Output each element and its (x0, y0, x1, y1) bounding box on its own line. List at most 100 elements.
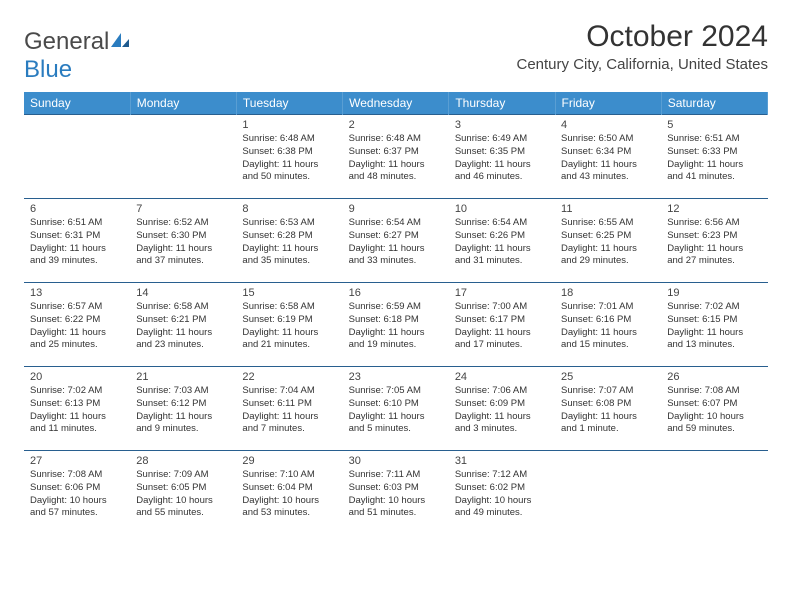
sunset-text: Sunset: 6:10 PM (349, 398, 443, 411)
day-info: Sunrise: 7:08 AMSunset: 6:07 PMDaylight:… (667, 385, 761, 436)
calendar-day-cell: 21Sunrise: 7:03 AMSunset: 6:12 PMDayligh… (130, 367, 236, 451)
daylight-text-1: Daylight: 11 hours (561, 159, 655, 172)
sunrise-text: Sunrise: 6:57 AM (30, 301, 124, 314)
day-info: Sunrise: 6:48 AMSunset: 6:37 PMDaylight:… (349, 133, 443, 184)
sunset-text: Sunset: 6:03 PM (349, 482, 443, 495)
day-info: Sunrise: 6:55 AMSunset: 6:25 PMDaylight:… (561, 217, 655, 268)
day-info: Sunrise: 6:50 AMSunset: 6:34 PMDaylight:… (561, 133, 655, 184)
calendar-day-cell: 4Sunrise: 6:50 AMSunset: 6:34 PMDaylight… (555, 115, 661, 199)
sunset-text: Sunset: 6:05 PM (136, 482, 230, 495)
day-info: Sunrise: 6:52 AMSunset: 6:30 PMDaylight:… (136, 217, 230, 268)
day-number: 29 (242, 455, 336, 467)
calendar-body: 1Sunrise: 6:48 AMSunset: 6:38 PMDaylight… (24, 115, 768, 535)
logo-word1: General (24, 28, 109, 55)
daylight-text-1: Daylight: 11 hours (242, 411, 336, 424)
sunrise-text: Sunrise: 7:10 AM (242, 469, 336, 482)
daylight-text-1: Daylight: 11 hours (667, 243, 761, 256)
daylight-text-2: and 33 minutes. (349, 255, 443, 268)
daylight-text-2: and 3 minutes. (455, 423, 549, 436)
day-number: 3 (455, 119, 549, 131)
day-number: 8 (242, 203, 336, 215)
day-number: 31 (455, 455, 549, 467)
daylight-text-2: and 9 minutes. (136, 423, 230, 436)
day-info: Sunrise: 7:12 AMSunset: 6:02 PMDaylight:… (455, 469, 549, 520)
day-info: Sunrise: 7:05 AMSunset: 6:10 PMDaylight:… (349, 385, 443, 436)
day-info: Sunrise: 7:08 AMSunset: 6:06 PMDaylight:… (30, 469, 124, 520)
daylight-text-1: Daylight: 11 hours (561, 411, 655, 424)
sunset-text: Sunset: 6:30 PM (136, 230, 230, 243)
day-number: 25 (561, 371, 655, 383)
calendar-header-row: SundayMondayTuesdayWednesdayThursdayFrid… (24, 92, 768, 115)
calendar-day-cell: 9Sunrise: 6:54 AMSunset: 6:27 PMDaylight… (343, 199, 449, 283)
day-number: 21 (136, 371, 230, 383)
calendar-day-cell: 12Sunrise: 6:56 AMSunset: 6:23 PMDayligh… (661, 199, 767, 283)
day-info: Sunrise: 7:11 AMSunset: 6:03 PMDaylight:… (349, 469, 443, 520)
daylight-text-2: and 7 minutes. (242, 423, 336, 436)
day-number: 1 (242, 119, 336, 131)
day-number: 17 (455, 287, 549, 299)
day-info: Sunrise: 6:53 AMSunset: 6:28 PMDaylight:… (242, 217, 336, 268)
day-number: 18 (561, 287, 655, 299)
sunset-text: Sunset: 6:34 PM (561, 146, 655, 159)
sunrise-text: Sunrise: 7:07 AM (561, 385, 655, 398)
day-info: Sunrise: 7:07 AMSunset: 6:08 PMDaylight:… (561, 385, 655, 436)
daylight-text-1: Daylight: 11 hours (455, 243, 549, 256)
sunrise-text: Sunrise: 7:02 AM (667, 301, 761, 314)
sunrise-text: Sunrise: 7:09 AM (136, 469, 230, 482)
calendar-day-cell: 31 Sunrise: 7:12 AMSunset: 6:02 PMDayligh… (449, 451, 555, 535)
weekday-header: Monday (130, 92, 236, 115)
daylight-text-2: and 43 minutes. (561, 171, 655, 184)
sunset-text: Sunset: 6:23 PM (667, 230, 761, 243)
day-info: Sunrise: 6:51 AMSunset: 6:33 PMDaylight:… (667, 133, 761, 184)
daylight-text-2: and 35 minutes. (242, 255, 336, 268)
sunset-text: Sunset: 6:09 PM (455, 398, 549, 411)
month-title: October 2024 (517, 20, 769, 54)
day-info: Sunrise: 7:09 AMSunset: 6:05 PMDaylight:… (136, 469, 230, 520)
day-info: Sunrise: 7:06 AMSunset: 6:09 PMDaylight:… (455, 385, 549, 436)
day-info: Sunrise: 6:59 AMSunset: 6:18 PMDaylight:… (349, 301, 443, 352)
calendar-empty-cell (130, 115, 236, 199)
sunrise-text: Sunrise: 6:49 AM (455, 133, 549, 146)
calendar-day-cell: 2Sunrise: 6:48 AMSunset: 6:37 PMDaylight… (343, 115, 449, 199)
weekday-header: Wednesday (343, 92, 449, 115)
daylight-text-1: Daylight: 11 hours (455, 411, 549, 424)
daylight-text-2: and 53 minutes. (242, 507, 336, 520)
calendar-day-cell: 28Sunrise: 7:09 AMSunset: 6:05 PMDayligh… (130, 451, 236, 535)
calendar-day-cell: 15Sunrise: 6:58 AMSunset: 6:19 PMDayligh… (236, 283, 342, 367)
sunset-text: Sunset: 6:18 PM (349, 314, 443, 327)
day-number: 12 (667, 203, 761, 215)
day-number: 11 (561, 203, 655, 215)
sunrise-text: Sunrise: 6:53 AM (242, 217, 336, 230)
day-number: 30 (349, 455, 443, 467)
calendar-day-cell: 1Sunrise: 6:48 AMSunset: 6:38 PMDaylight… (236, 115, 342, 199)
calendar-day-cell: 26Sunrise: 7:08 AMSunset: 6:07 PMDayligh… (661, 367, 767, 451)
calendar-day-cell: 5Sunrise: 6:51 AMSunset: 6:33 PMDaylight… (661, 115, 767, 199)
sunset-text: Sunset: 6:06 PM (30, 482, 124, 495)
calendar-week-row: 13Sunrise: 6:57 AMSunset: 6:22 PMDayligh… (24, 283, 768, 367)
daylight-text-2: and 23 minutes. (136, 339, 230, 352)
daylight-text-2: and 48 minutes. (349, 171, 443, 184)
daylight-text-1: Daylight: 10 hours (136, 495, 230, 508)
daylight-text-2: and 57 minutes. (30, 507, 124, 520)
calendar-empty-cell (661, 451, 767, 535)
daylight-text-1: Daylight: 11 hours (349, 159, 443, 172)
sunrise-text: Sunrise: 7:05 AM (349, 385, 443, 398)
weekday-header: Tuesday (236, 92, 342, 115)
sunrise-text: Sunrise: 7:11 AM (349, 469, 443, 482)
sunset-text: Sunset: 6:19 PM (242, 314, 336, 327)
daylight-text-1: Daylight: 11 hours (30, 243, 124, 256)
sunrise-text: Sunrise: 6:58 AM (136, 301, 230, 314)
sunset-text: Sunset: 6:08 PM (561, 398, 655, 411)
day-info: Sunrise: 7:04 AMSunset: 6:11 PMDaylight:… (242, 385, 336, 436)
daylight-text-2: and 41 minutes. (667, 171, 761, 184)
weekday-header: Thursday (449, 92, 555, 115)
calendar-week-row: 27 Sunrise: 7:08 AMSunset: 6:06 PMDayligh… (24, 451, 768, 535)
daylight-text-2: and 37 minutes. (136, 255, 230, 268)
sunrise-text: Sunrise: 6:51 AM (667, 133, 761, 146)
day-number: 27 (30, 455, 124, 467)
daylight-text-1: Daylight: 11 hours (349, 411, 443, 424)
sunrise-text: Sunrise: 7:08 AM (667, 385, 761, 398)
daylight-text-1: Daylight: 11 hours (455, 159, 549, 172)
location: Century City, California, United States (517, 56, 769, 73)
calendar-day-cell: 11 Sunrise: 6:55 AMSunset: 6:25 PMDayligh… (555, 199, 661, 283)
